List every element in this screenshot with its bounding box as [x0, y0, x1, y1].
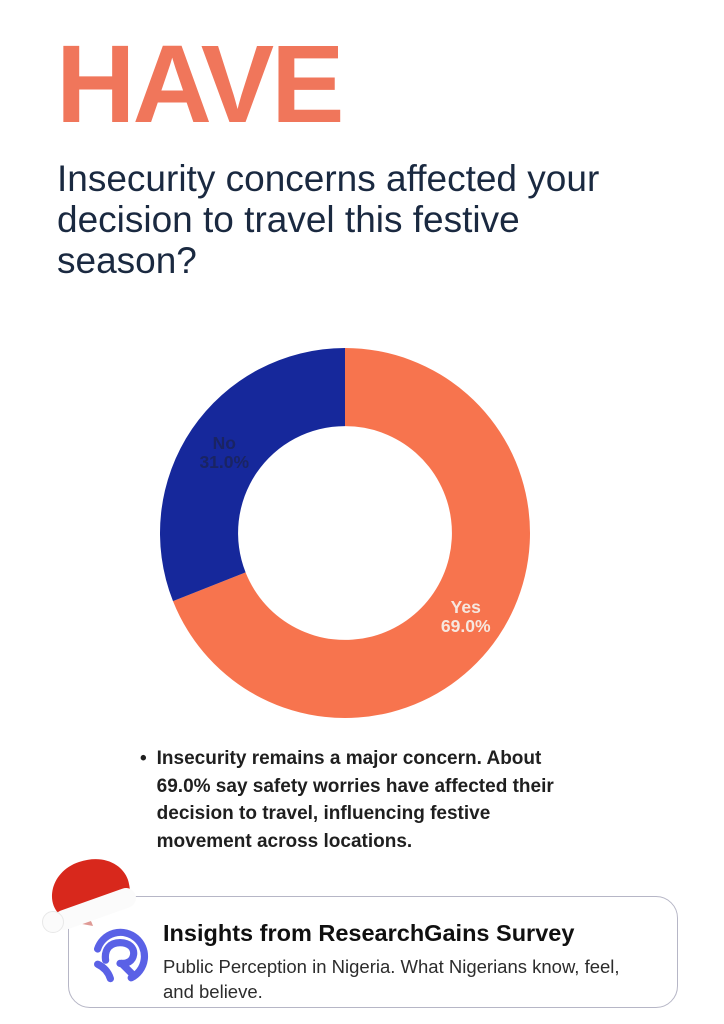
donut-segment-no: [160, 348, 345, 602]
donut-label-yes: Yes 69.0%: [441, 597, 491, 636]
researchgains-logo-icon: [94, 928, 149, 983]
bullet-dot: •: [140, 748, 147, 769]
donut-chart: Yes 69.0% No 31.0%: [135, 323, 555, 743]
survey-question: Insecurity concerns affected your decisi…: [57, 158, 600, 281]
footer-text-block: Insights from ResearchGains Survey Publi…: [163, 920, 663, 1004]
donut-chart-svg: Yes 69.0% No 31.0%: [160, 348, 531, 718]
footer-subtitle: Public Perception in Nigeria. What Niger…: [163, 956, 620, 1002]
footer-card: [68, 896, 678, 1008]
footer-title: Insights from ResearchGains Survey: [163, 920, 575, 946]
santa-hat-icon: [42, 859, 136, 933]
page-title: HAVE: [56, 23, 344, 146]
donut-label-no: No 31.0%: [199, 433, 249, 472]
donut-segment-yes: [172, 348, 531, 718]
insight-text: Insecurity remains a major concern. Abou…: [156, 748, 554, 852]
insight-bullet-item: • Insecurity remains a major concern. Ab…: [140, 745, 580, 855]
